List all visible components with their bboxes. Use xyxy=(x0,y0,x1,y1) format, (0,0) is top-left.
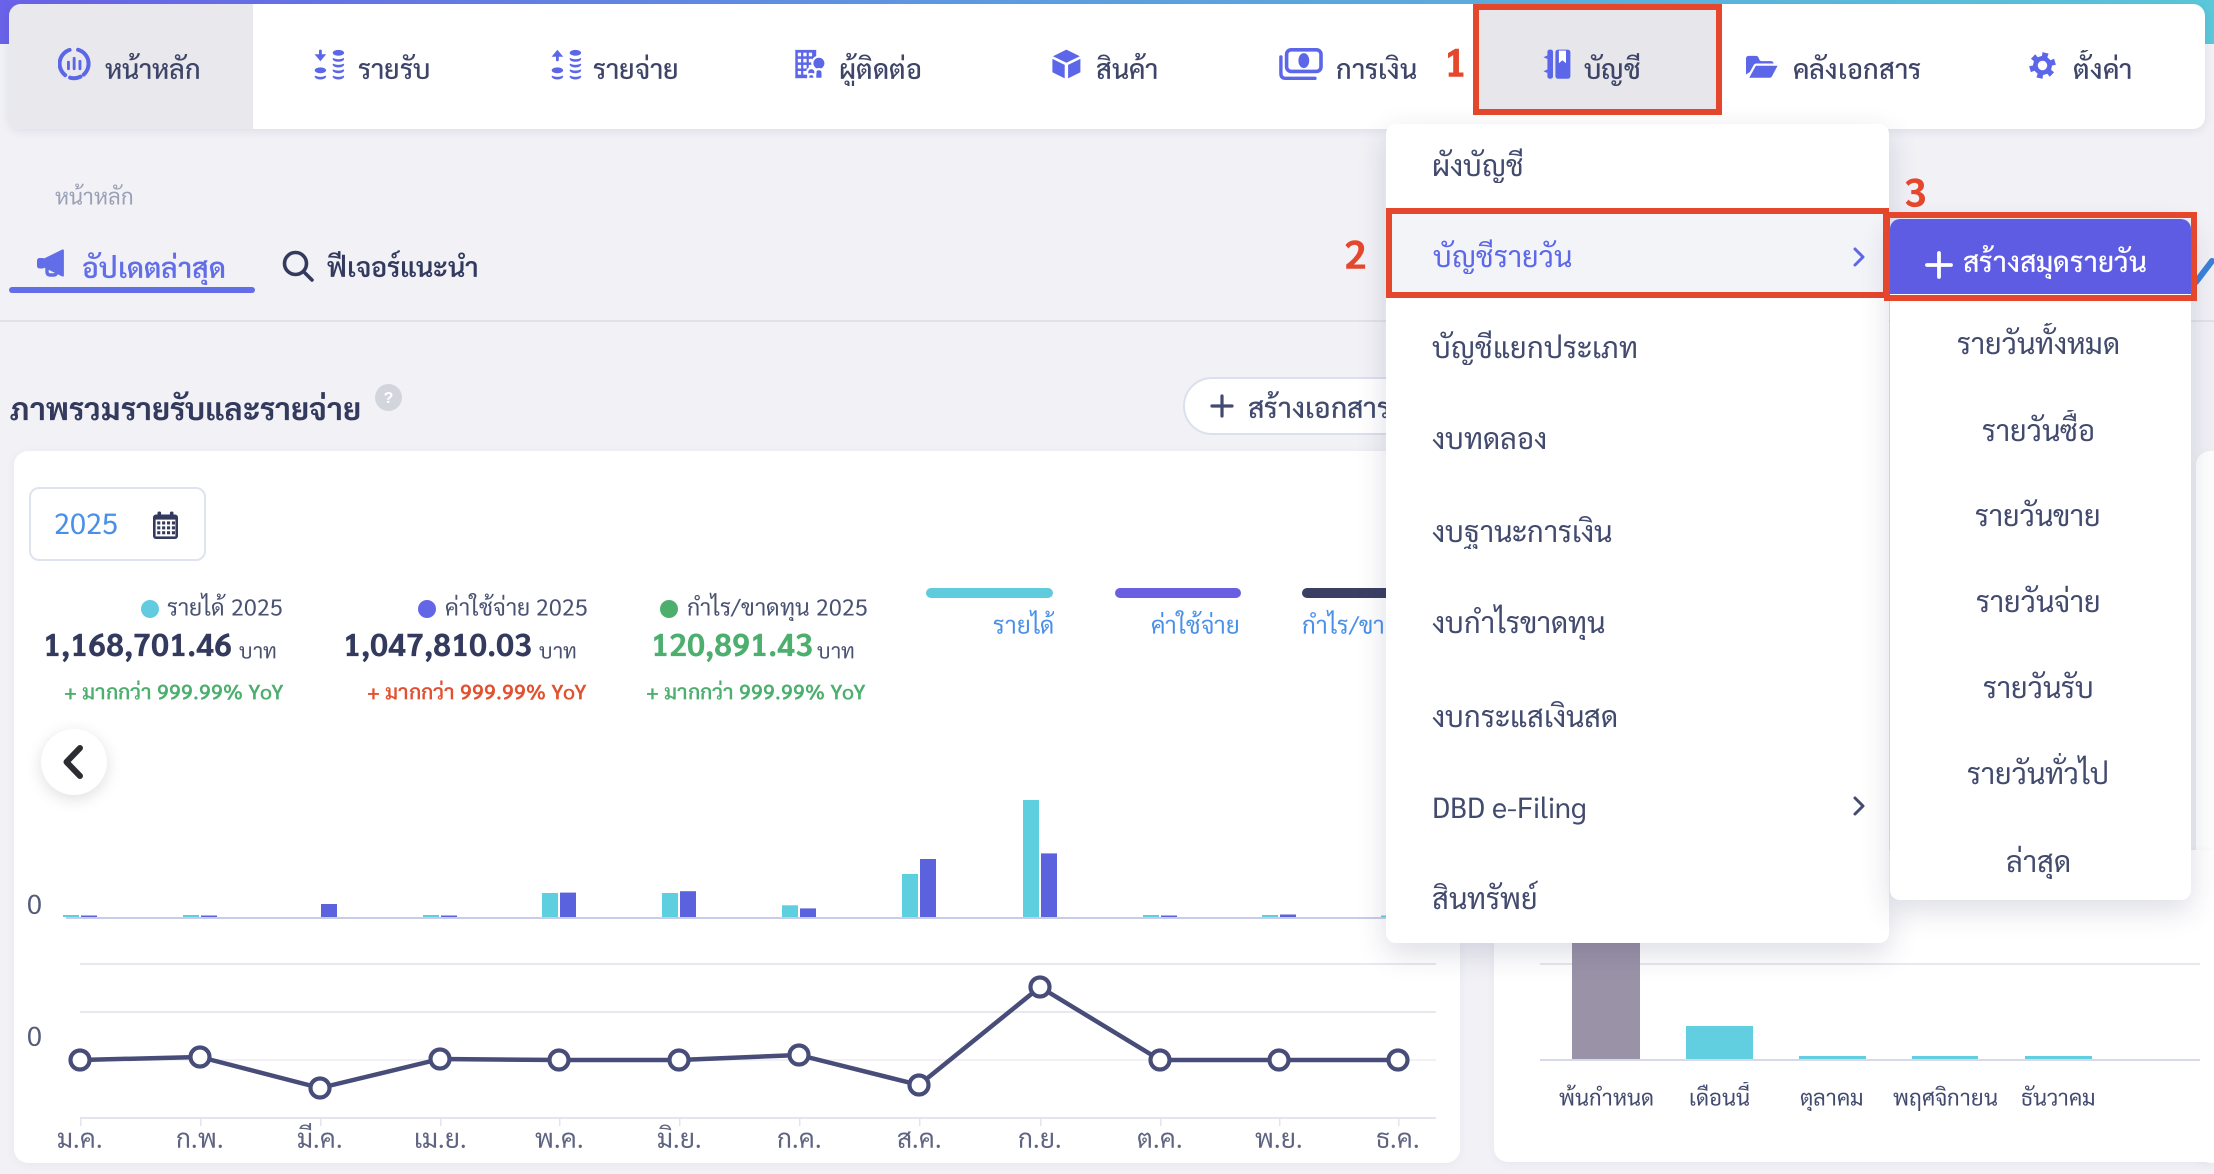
svg-text:?: ? xyxy=(384,390,394,407)
